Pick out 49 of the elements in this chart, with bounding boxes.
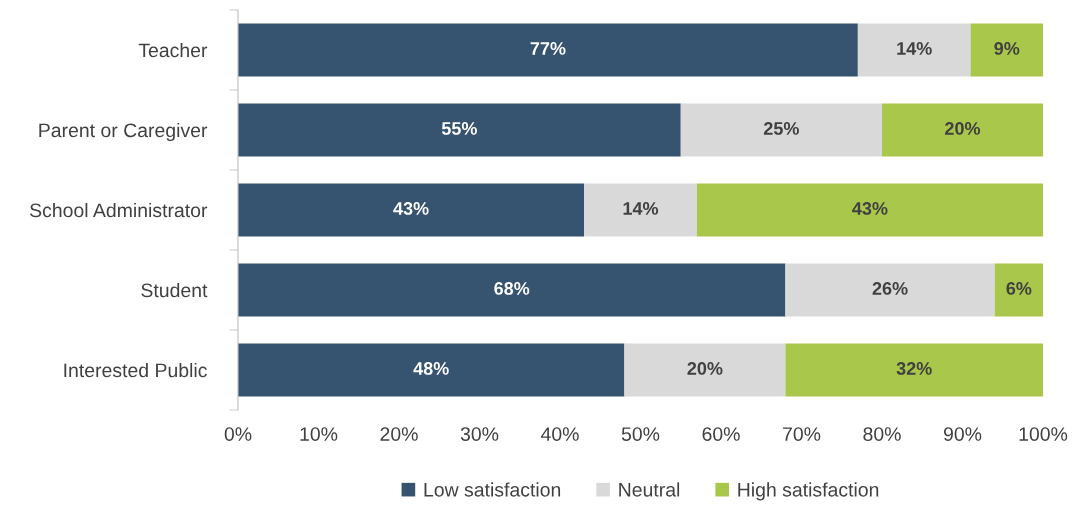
bar (857, 23, 971, 77)
bar (696, 183, 1043, 237)
data-label: 68% (494, 282, 530, 295)
legend-label: High satisfaction (738, 482, 879, 501)
data-label: 32% (896, 362, 932, 375)
data-label: 14% (623, 202, 659, 215)
bar (238, 183, 585, 237)
y-tick-label: Teacher (138, 42, 208, 58)
data-label: 14% (897, 42, 932, 55)
y-tick-label: Interested Public (64, 362, 207, 378)
data-label: 6% (1006, 282, 1032, 295)
data-label: 26% (872, 282, 908, 295)
x-tick-label: 90% (943, 427, 982, 441)
x-tick-label: 70% (783, 427, 821, 441)
y-tick-label: Parent or Caregiver (39, 122, 208, 142)
data-label: 77% (530, 42, 566, 55)
bar (785, 263, 995, 317)
data-label: 43% (852, 202, 888, 215)
legend-label: Low satisfaction (424, 482, 561, 497)
x-tick-label: 50% (621, 427, 660, 441)
bar (680, 103, 882, 157)
data-label: 55% (441, 122, 477, 135)
data-label: 20% (687, 362, 723, 375)
bar (238, 343, 625, 397)
data-label: 43% (393, 202, 429, 215)
legend-label: Neutral (619, 482, 680, 497)
bar (584, 183, 697, 237)
x-tick-label: 0% (224, 427, 252, 441)
data-label: 9% (994, 42, 1020, 55)
bar (238, 263, 786, 317)
y-tick-label: School Administrator (30, 202, 208, 218)
y-tick-label: Student (141, 282, 208, 298)
data-label: 48% (413, 362, 449, 375)
x-tick-label: 30% (460, 427, 499, 441)
x-tick-label: 80% (863, 427, 901, 441)
bar (624, 343, 786, 397)
bar (994, 263, 1043, 317)
x-tick-label: 10% (300, 427, 338, 441)
x-tick-label: 100% (1019, 427, 1068, 441)
x-tick-label: 20% (380, 427, 418, 441)
bar (238, 103, 681, 157)
bar (970, 23, 1043, 77)
bar (882, 103, 1043, 157)
bar (238, 23, 858, 77)
data-label: 25% (763, 122, 799, 135)
bar (785, 343, 1043, 397)
data-label: 20% (945, 122, 981, 135)
x-tick-label: 40% (540, 427, 579, 441)
x-tick-label: 60% (702, 427, 740, 441)
